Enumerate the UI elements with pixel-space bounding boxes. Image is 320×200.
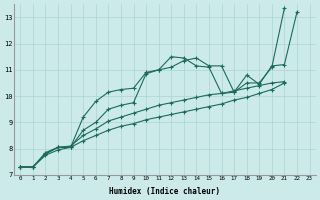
X-axis label: Humidex (Indice chaleur): Humidex (Indice chaleur)	[109, 187, 220, 196]
